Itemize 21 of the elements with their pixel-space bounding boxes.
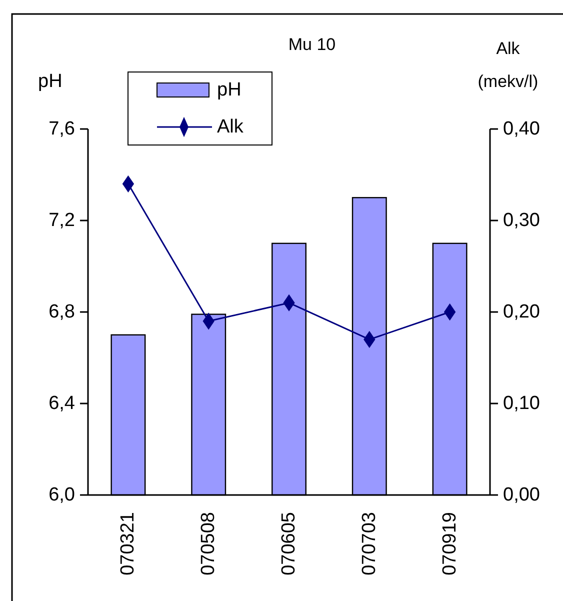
legend-label: pH <box>217 80 242 100</box>
y2-tick-label: 0,20 <box>503 302 540 322</box>
y2-tick-label: 0,40 <box>503 118 540 140</box>
point <box>122 175 134 192</box>
y2-tick-label: 0,00 <box>503 484 540 506</box>
chart-title: Mu 10 <box>288 35 336 54</box>
y-axis-title: pH <box>38 71 62 92</box>
y2-tick-label: 0,30 <box>503 210 540 231</box>
legend-label: Alk <box>217 116 244 138</box>
x-tick-label: 070321 <box>118 512 139 576</box>
y-tick-label: 6,0 <box>48 484 75 506</box>
x-tick-label: 070919 <box>439 512 460 576</box>
y-tick-label: 7,2 <box>48 210 75 231</box>
y-tick-label: 6,4 <box>48 393 76 414</box>
x-tick-label: 070605 <box>278 512 300 576</box>
y2-axis-title: Alk (mekv/l) <box>478 39 538 91</box>
x-tick-label: 070703 <box>358 512 380 576</box>
y2-tick-label: 0,10 <box>503 393 540 414</box>
x-tick-label: 070508 <box>198 512 220 576</box>
y-tick-label: 7,6 <box>48 118 75 140</box>
y-tick-label: 6,8 <box>48 302 75 322</box>
